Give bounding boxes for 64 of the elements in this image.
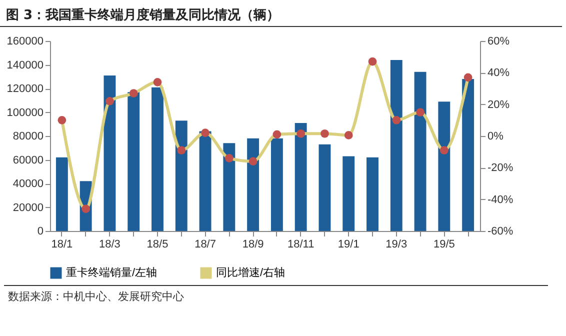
y-tick-label: 120000 bbox=[6, 83, 44, 95]
bar bbox=[270, 138, 283, 231]
y-tick-label: 160000 bbox=[6, 36, 44, 48]
point bbox=[248, 157, 258, 166]
point bbox=[368, 57, 377, 66]
point bbox=[201, 128, 210, 138]
point bbox=[58, 116, 66, 124]
y2-tick-label: 40% bbox=[488, 67, 510, 80]
bar bbox=[175, 120, 188, 231]
chart-title: 图 3：我国重卡终端月度销量及同比情况（辆） bbox=[0, 0, 562, 27]
y2-tick-label: -20% bbox=[488, 162, 514, 174]
x-tick-label: 18/3 bbox=[99, 238, 120, 250]
bar bbox=[462, 79, 474, 231]
point bbox=[153, 78, 162, 86]
bar bbox=[294, 122, 307, 231]
x-tick-label: 18/11 bbox=[287, 238, 314, 250]
point bbox=[129, 89, 138, 98]
x-tick-label: 19/3 bbox=[386, 238, 408, 250]
point bbox=[320, 129, 329, 138]
bar bbox=[342, 156, 355, 231]
bar bbox=[223, 143, 236, 231]
legend-label: 重卡终端销量/左轴 bbox=[66, 266, 158, 279]
bar bbox=[390, 60, 402, 231]
x-tick-label: 18/7 bbox=[194, 238, 216, 250]
bar bbox=[318, 144, 331, 231]
y2-tick-label: 20% bbox=[488, 98, 510, 111]
y-tick-label: 20000 bbox=[12, 202, 44, 214]
point bbox=[392, 116, 401, 124]
y2-tick-label: -40% bbox=[488, 194, 514, 206]
y-tick-label: 100000 bbox=[6, 106, 44, 119]
x-tick-label: 18/1 bbox=[51, 238, 73, 250]
point bbox=[416, 108, 424, 116]
point bbox=[344, 131, 353, 140]
x-tick-label: 18/9 bbox=[242, 238, 264, 250]
x-tick-label: 18/5 bbox=[146, 238, 168, 250]
bar bbox=[366, 157, 378, 231]
bar bbox=[56, 157, 68, 231]
y-tick-label: 80000 bbox=[12, 130, 44, 142]
source-note: 数据来源：中机中心、发展研究中心 bbox=[4, 285, 548, 304]
bar bbox=[414, 72, 426, 231]
y-tick-label: 40000 bbox=[12, 178, 44, 190]
legend-label: 同比增速/右轴 bbox=[216, 266, 286, 279]
y2-tick-label: 60% bbox=[488, 36, 510, 48]
point bbox=[106, 96, 114, 106]
y-tick-label: 0 bbox=[37, 226, 44, 238]
y-tick-label: 60000 bbox=[12, 154, 44, 166]
x-tick-label: 19/5 bbox=[433, 238, 455, 250]
bar bbox=[199, 131, 212, 231]
bar bbox=[152, 87, 164, 231]
bar bbox=[104, 75, 116, 231]
bar bbox=[247, 138, 260, 231]
y2-tick-label: -60% bbox=[488, 226, 514, 238]
point bbox=[440, 146, 448, 154]
y-tick-label: 140000 bbox=[6, 59, 44, 72]
point bbox=[296, 129, 306, 138]
point bbox=[177, 146, 186, 154]
bar bbox=[128, 92, 140, 231]
y2-tick-label: 0% bbox=[488, 130, 504, 142]
bar bbox=[438, 102, 450, 231]
point bbox=[272, 130, 282, 139]
point bbox=[464, 73, 472, 82]
x-tick-label: 19/1 bbox=[338, 238, 360, 250]
point bbox=[82, 204, 90, 214]
point bbox=[224, 154, 234, 162]
